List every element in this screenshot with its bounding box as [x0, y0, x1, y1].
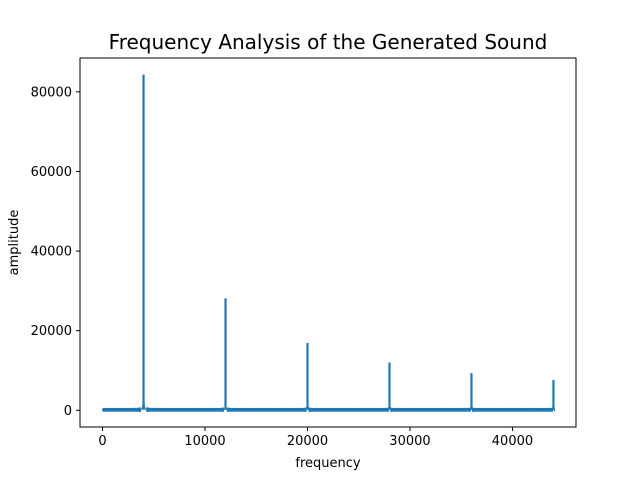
x-axis: 0 10000 20000 30000 40000: [98, 427, 533, 449]
chart-title: Frequency Analysis of the Generated Soun…: [109, 30, 548, 54]
y-tick-label: 40000: [31, 245, 72, 260]
spectrum-line: [101, 74, 556, 413]
x-tick-label: 0: [98, 434, 106, 449]
x-axis-label: frequency: [295, 456, 361, 471]
y-tick-label: 0: [64, 404, 72, 419]
plot-frame: [79, 57, 577, 428]
plot-area: [79, 57, 577, 428]
data-series: [101, 74, 556, 413]
x-tick-label: 20000: [287, 434, 328, 449]
y-tick-label: 20000: [31, 324, 72, 339]
y-tick-label: 60000: [31, 165, 72, 180]
y-axis: 0 20000 40000 60000 80000: [31, 85, 80, 419]
y-tick-label: 80000: [31, 85, 72, 100]
x-tick-label: 40000: [492, 434, 533, 449]
y-axis-label: amplitude: [7, 210, 22, 276]
x-tick-label: 30000: [389, 434, 430, 449]
x-tick-label: 10000: [184, 434, 225, 449]
